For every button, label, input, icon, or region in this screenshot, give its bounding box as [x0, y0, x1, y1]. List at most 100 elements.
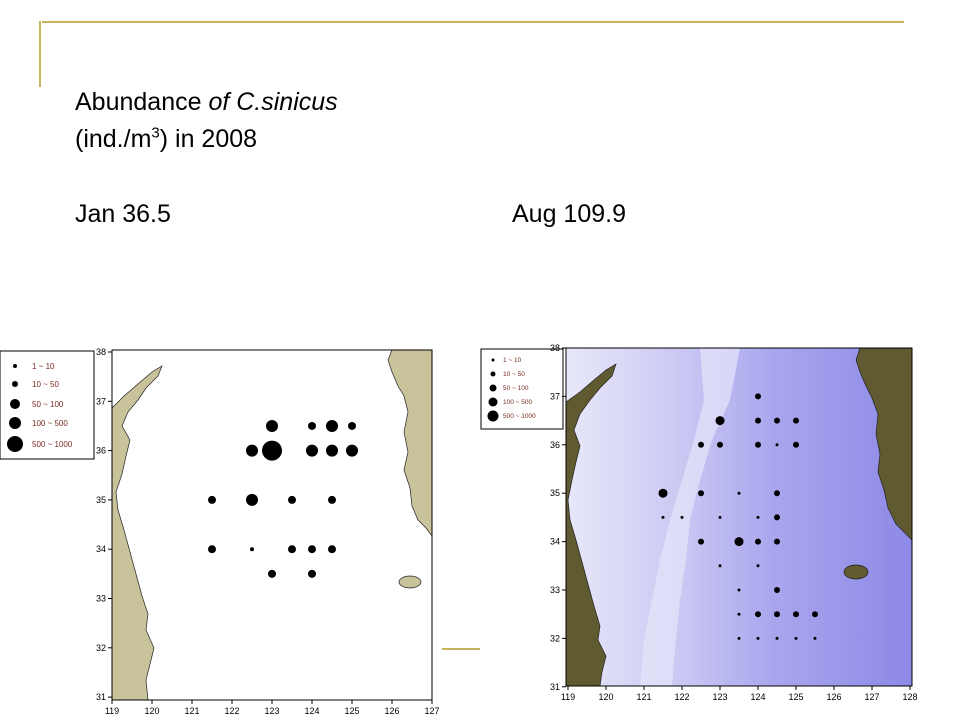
jan-station-dot: [250, 547, 254, 552]
jan-y-tick-label: 38: [96, 347, 106, 357]
jan-station-dot: [208, 495, 216, 504]
aug-land-korea: [855, 347, 913, 541]
jan-x-tick-label: 123: [264, 706, 279, 716]
jan-x-tick-label: 127: [424, 706, 439, 716]
jan-map-frame: [111, 349, 433, 701]
jan-land-china: [111, 350, 163, 701]
aug-sea-tongue: [640, 348, 740, 686]
aug-station-dot: [755, 538, 761, 545]
aug-station-dot: [737, 491, 741, 495]
jan-y-tick-label: 36: [96, 446, 106, 456]
legend-dot-3: [489, 384, 497, 392]
jan-station-dot: [326, 444, 338, 457]
aug-x-tick-label: 126: [826, 692, 841, 702]
legend-dot-4: [488, 397, 498, 407]
aug-y-tick-label: 34: [550, 537, 560, 547]
aug-station-dot: [680, 515, 684, 519]
legend-label-3: 50 ~ 100: [503, 385, 529, 392]
aug-station-dot: [756, 636, 760, 640]
legend-label-3: 50 ~ 100: [32, 400, 64, 409]
aug-x-tick-label: 119: [561, 692, 575, 702]
jan-station-dot: [328, 545, 336, 554]
aug-y-tick-label: 35: [550, 488, 560, 498]
jan-x-tick-label: 119: [105, 706, 119, 716]
jan-x-tick-label: 121: [184, 706, 199, 716]
jan-station-dot: [308, 421, 316, 430]
aug-station-dot: [775, 636, 779, 640]
jan-station-dot: [246, 493, 258, 506]
aug-station-dot: [774, 417, 780, 424]
aug-station-dot: [737, 636, 741, 640]
aug-x-tick-label: 127: [864, 692, 879, 702]
aug-station-dot: [737, 588, 741, 592]
legend-dot-5: [487, 410, 499, 422]
jan-station-dot: [246, 444, 258, 457]
aug-x-tick-label: 125: [788, 692, 803, 702]
aug-station-dot: [755, 441, 761, 448]
legend-label-2: 10 ~ 50: [503, 371, 525, 378]
aug-station-dot: [718, 515, 722, 519]
aug-y-tick-label: 38: [550, 343, 560, 353]
aug-land-china: [565, 348, 617, 687]
jan-x-tick-label: 125: [344, 706, 359, 716]
aug-x-tick-label: 122: [674, 692, 689, 702]
aug-y-tick-label: 33: [550, 585, 560, 595]
jan-station-dot: [268, 569, 276, 578]
legend-label-4: 100 ~ 500: [503, 399, 532, 406]
jan-x-tick-label: 124: [304, 706, 319, 716]
jan-station-dot: [348, 421, 356, 430]
aug-station-dot: [793, 441, 799, 448]
aug-station-dot: [793, 417, 799, 424]
aug-station-dot: [718, 564, 722, 568]
aug-station-dot: [661, 515, 665, 519]
decorative-bottom-line: [442, 648, 480, 650]
aug-station-dot: [813, 636, 817, 640]
jan-station-dot: [288, 495, 296, 504]
jan-station-dot: [328, 495, 336, 504]
legend-dot-2: [12, 381, 18, 387]
aug-legend: 1 ~ 10 10 ~ 50 50 ~ 100 100 ~ 500 500 ~ …: [480, 348, 564, 430]
jan-station-dot: [326, 419, 338, 432]
aug-x-tick-label: 124: [750, 692, 765, 702]
aug-station-dot: [793, 611, 799, 618]
jan-station-dot: [346, 444, 358, 457]
jan-station-dot: [266, 419, 278, 432]
legend-dot-3: [10, 399, 20, 409]
aug-station-dot: [794, 636, 798, 640]
aug-stations: [658, 393, 818, 640]
aug-station-dot: [756, 564, 760, 568]
aug-station-dot: [717, 441, 723, 448]
jan-y-tick-label: 32: [96, 643, 106, 653]
aug-station-dot: [775, 443, 779, 447]
jan-axes: 119 120 121 122 123 124 125 126 127 31 32 33 34 35 36 3…: [96, 347, 440, 716]
aug-station-dot: [774, 538, 780, 545]
aug-x-tick-label: 128: [902, 692, 917, 702]
jan-x-tick-label: 126: [384, 706, 399, 716]
jan-station-dot: [262, 440, 282, 461]
aug-station-dot: [756, 515, 760, 519]
aug-y-tick-label: 31: [550, 682, 560, 692]
legend-label-2: 10 ~ 50: [32, 380, 59, 389]
title-line-1: Abundance of C.sinicus: [75, 88, 338, 116]
jan-station-dot: [308, 545, 316, 554]
aug-jeju-island: [843, 564, 869, 580]
jan-stations: [208, 419, 358, 578]
aug-y-tick-label: 36: [550, 440, 560, 450]
jan-station-dot: [208, 545, 216, 554]
aug-station-dot: [755, 611, 761, 618]
title-line-2: (ind./m3) in 2008: [75, 124, 258, 153]
aug-station-dot: [658, 488, 668, 498]
aug-x-tick-label: 121: [636, 692, 651, 702]
jan-y-tick-label: 37: [96, 396, 106, 406]
aug-station-dot: [774, 611, 780, 618]
jan-legend: 1 ~ 10 10 ~ 50 50 ~ 100 100 ~ 500 500 ~ …: [0, 350, 95, 460]
jan-y-tick-label: 35: [96, 495, 106, 505]
jan-station-dot: [308, 569, 316, 578]
jan-y-tick-label: 34: [96, 544, 106, 554]
jan-y-tick-label: 33: [96, 594, 106, 604]
jan-x-tick-label: 120: [144, 706, 159, 716]
legend-label-1: 1 ~ 10: [32, 362, 55, 371]
aug-station-dot: [774, 514, 780, 521]
aug-station-dot: [812, 611, 818, 618]
